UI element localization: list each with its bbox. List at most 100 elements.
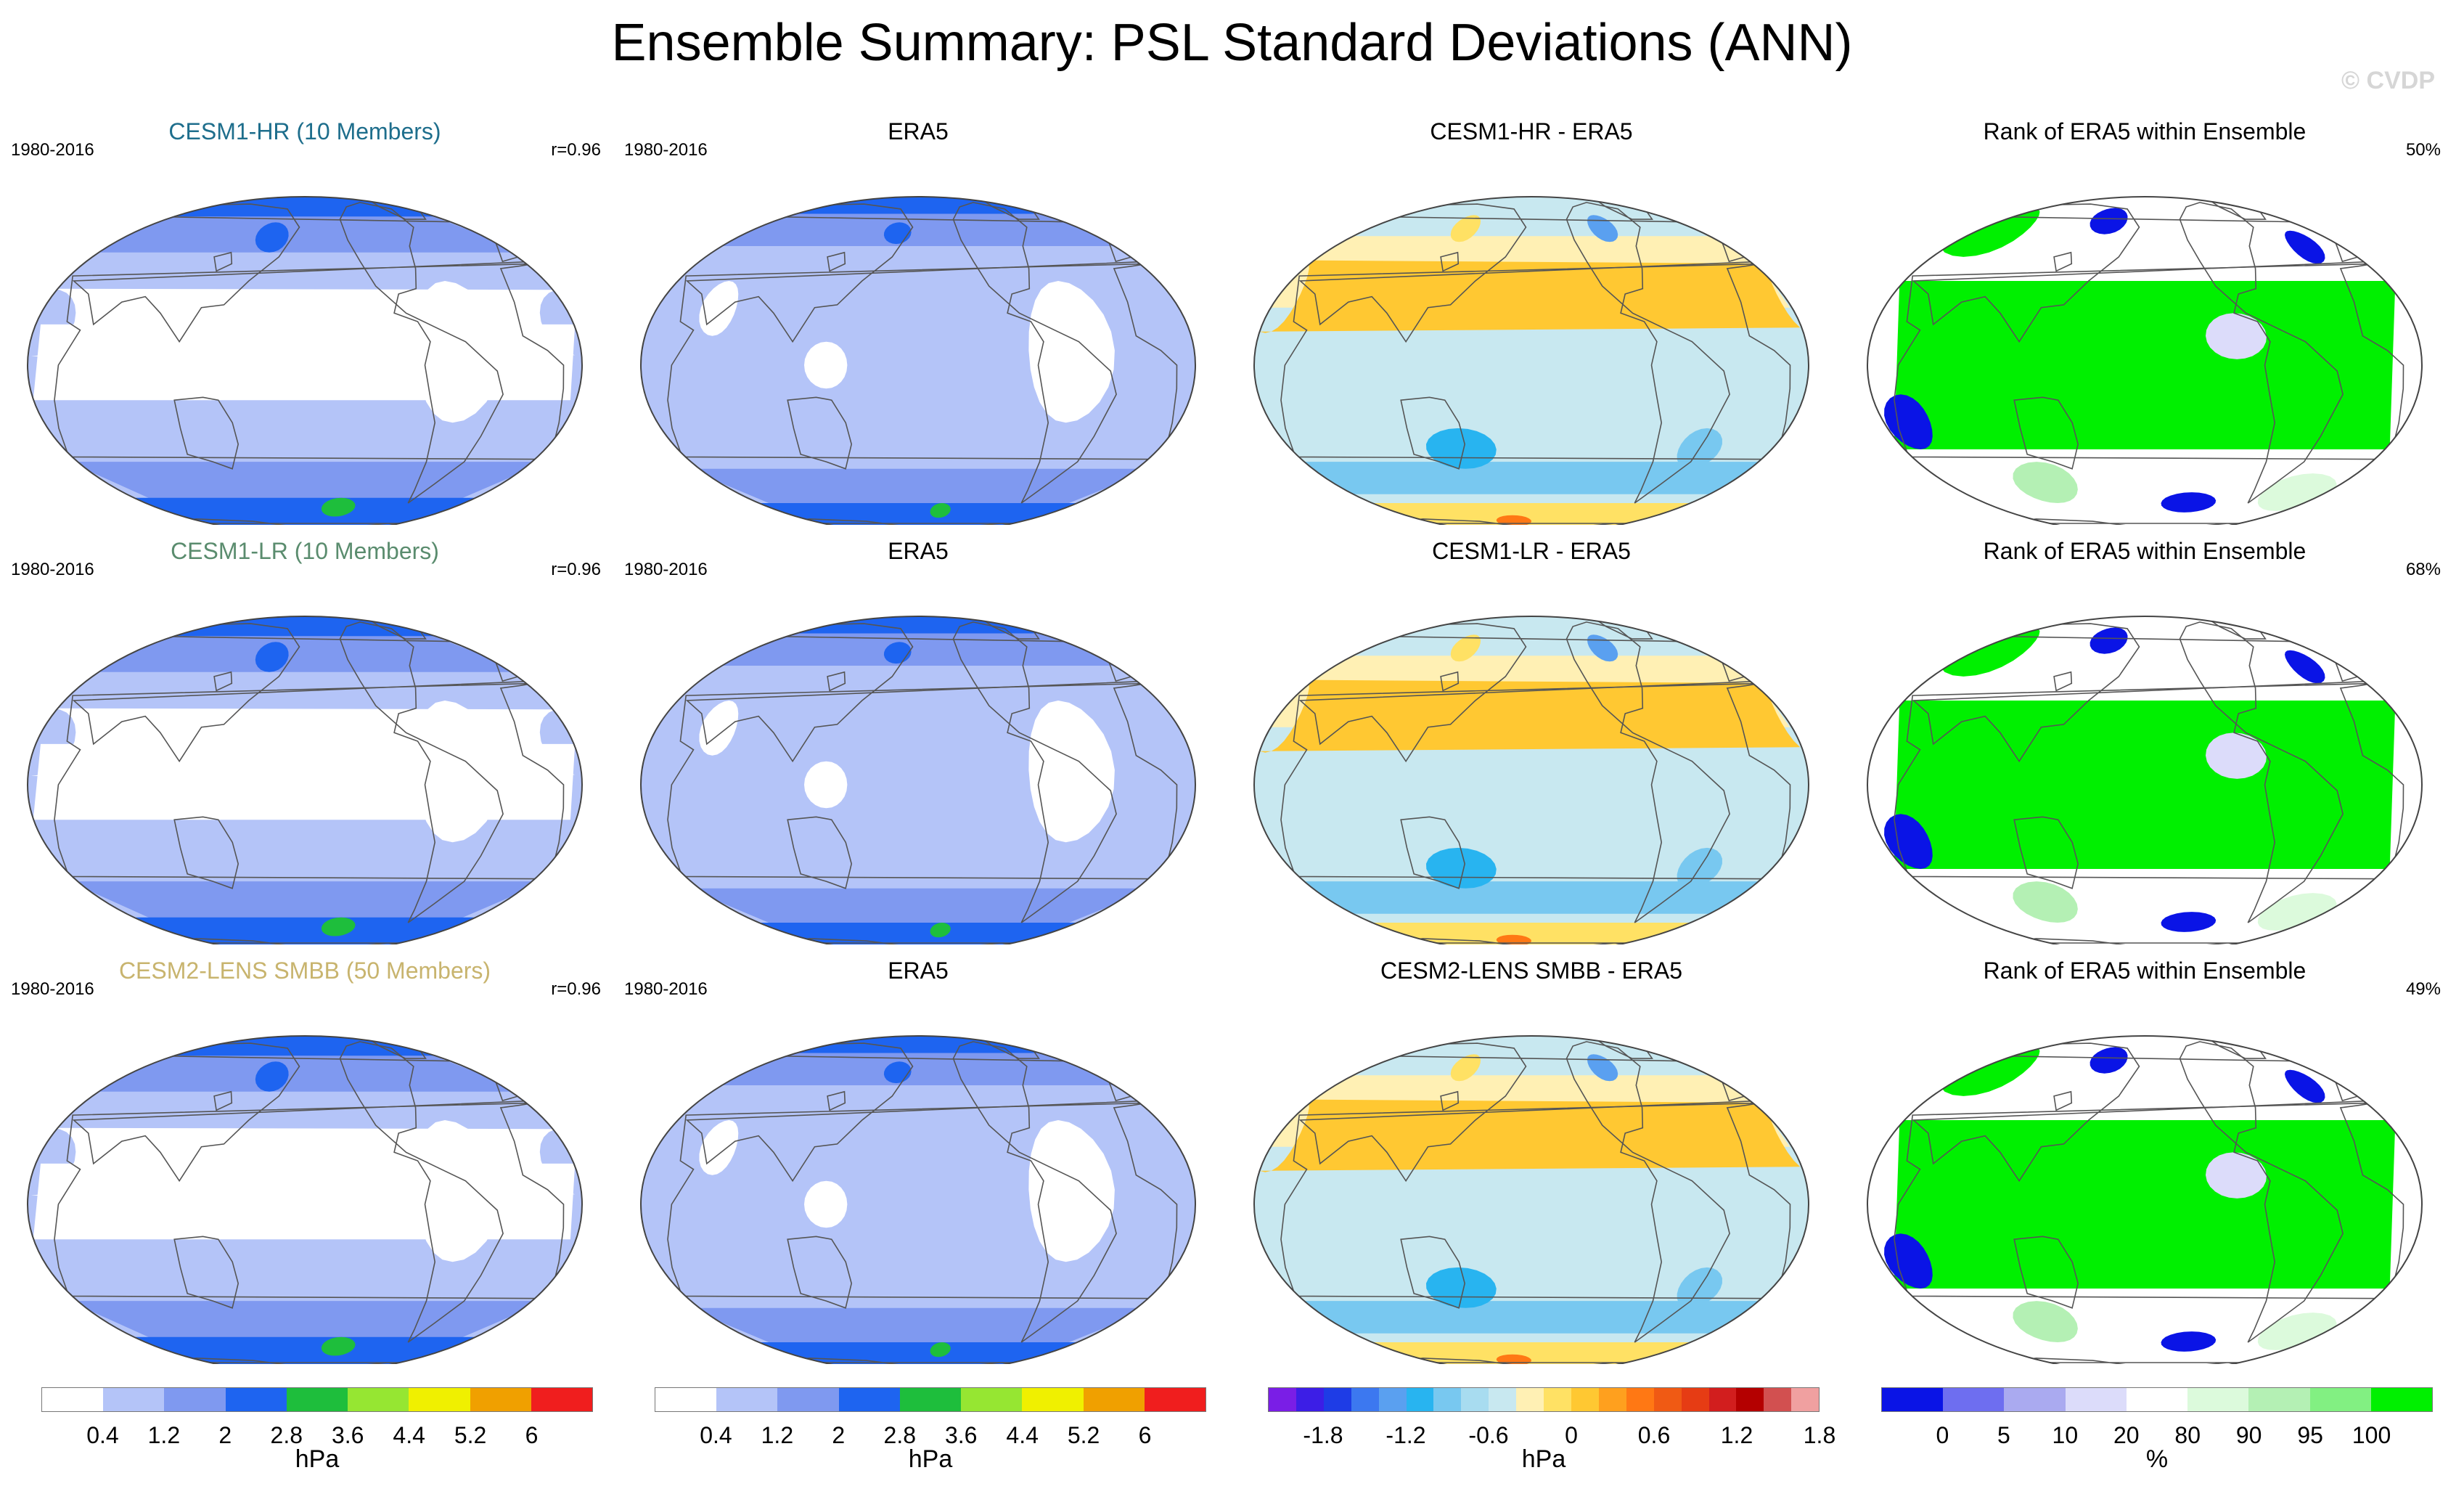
panel-title: CESM1-HR - ERA5 [1430, 118, 1633, 144]
panel-years: 1980-2016 [624, 140, 708, 160]
map-outline [1867, 196, 2423, 525]
panel-r3-diff: CESM2-LENS SMBB - ERA5 [1227, 958, 1836, 1364]
field-contours [1867, 1036, 2422, 1364]
panel-title: ERA5 [888, 538, 949, 564]
colorbar-tick-label: 0.4 [86, 1422, 119, 1448]
colorbar-tick-label: 1.2 [1720, 1422, 1753, 1448]
colorbar-tick-label: 2 [218, 1422, 232, 1448]
colorbar-unit: % [2145, 1445, 2169, 1473]
panel-title: CESM2-LENS SMBB (50 Members) [118, 958, 491, 984]
field-contours [1254, 616, 1809, 944]
colorbar-tick-label: 2.8 [883, 1422, 917, 1448]
map-outline [1253, 196, 1809, 525]
panel-r2-rank: Rank of ERA5 within Ensemble 68% [1840, 538, 2449, 944]
figure-title: Ensemble Summary: PSL Standard Deviation… [611, 14, 1853, 72]
cvdp-watermark: © CVDP [2341, 67, 2435, 94]
panel-years: 1980-2016 [11, 140, 94, 160]
panel-title: ERA5 [888, 958, 949, 984]
panel-r2-diff: CESM1-LR - ERA5 [1227, 538, 1836, 944]
map-r2-model [27, 616, 583, 944]
colorbar-tick-label: 20 [2113, 1422, 2140, 1448]
panel-r1-model: CESM1-HR (10 Members) 1980-2016 r=0.96 [0, 118, 610, 525]
map-r1-obs [640, 196, 1196, 525]
panel-years: 1980-2016 [624, 979, 708, 999]
colorbar-tick-label: 5.2 [1067, 1422, 1100, 1448]
colorbar-tick-label: 4.4 [393, 1422, 425, 1448]
colorbar-tick-label: 6 [525, 1422, 539, 1448]
colorbar-tick-label: 3.6 [944, 1422, 978, 1448]
panel-r1-obs: ERA5 1980-2016 [613, 118, 1223, 525]
pattern-correlation: r=0.96 [551, 560, 601, 579]
colorbar-tick-label: 80 [2174, 1422, 2201, 1448]
map-r3-rank [1867, 1035, 2423, 1364]
colorbar-strip [41, 1387, 593, 1412]
pattern-correlation: r=0.96 [551, 140, 601, 160]
colorbar-tick-label: 100 [2352, 1422, 2391, 1448]
colorbar-tick-label: 10 [2052, 1422, 2079, 1448]
panel-years: 1980-2016 [11, 560, 94, 579]
map-r3-obs [640, 1035, 1196, 1364]
colorbar-tick-label: 1.8 [1803, 1422, 1836, 1448]
map-outline [640, 616, 1196, 944]
panel-title: CESM1-HR (10 Members) [168, 118, 441, 144]
colorbar-tick-label: 1.2 [147, 1422, 181, 1448]
colorbar-tick-label: 0.4 [700, 1422, 732, 1448]
field-contours [641, 1036, 1195, 1364]
coastlines [1894, 1037, 2404, 1364]
panel-r1-diff: CESM1-HR - ERA5 [1227, 118, 1836, 525]
panel-r2-obs: ERA5 1980-2016 [613, 538, 1223, 944]
colorbar-tick-label: 90 [2235, 1422, 2262, 1448]
colorbar-tick-label: 1.2 [761, 1422, 794, 1448]
colorbar-tick-label: 0 [1565, 1422, 1578, 1448]
panel-r3-rank: Rank of ERA5 within Ensemble 49% [1840, 958, 2449, 1364]
field-contours [1867, 616, 2422, 944]
map-r1-diff [1253, 196, 1809, 525]
colorbar-diff: -1.8 -1.2 -0.6 0 0.6 1.2 1.8 hPa [1268, 1387, 1835, 1473]
map-outline [1867, 1035, 2423, 1364]
colorbar-tick-label: 4.4 [1006, 1422, 1039, 1448]
rank-percentage: 49% [2405, 979, 2441, 999]
map-outline [27, 1035, 583, 1364]
panel-r1-rank: Rank of ERA5 within Ensemble 50% [1840, 118, 2449, 525]
map-r1-rank [1867, 196, 2423, 525]
colorbar-strip [1881, 1387, 2433, 1412]
colorbar-tick-label: -0.6 [1468, 1422, 1509, 1448]
panel-title: CESM1-LR (10 Members) [171, 538, 439, 564]
panel-years: 1980-2016 [624, 560, 708, 579]
colorbar-std-model: 0.4 1.2 2 2.8 3.6 4.4 5.2 6 hPa [41, 1387, 593, 1473]
panel-title: Rank of ERA5 within Ensemble [1983, 118, 2307, 144]
pattern-correlation: r=0.96 [551, 979, 601, 999]
field-contours [641, 197, 1195, 525]
panel-title: CESM2-LENS SMBB - ERA5 [1380, 958, 1683, 984]
map-r2-obs [640, 616, 1196, 944]
map-r1-model [27, 196, 583, 525]
panel-r3-model: CESM2-LENS SMBB (50 Members) 1980-2016 r… [0, 958, 610, 1364]
rank-percentage: 50% [2405, 140, 2441, 160]
panel-r3-obs: ERA5 1980-2016 [613, 958, 1223, 1364]
panel-title: CESM1-LR - ERA5 [1432, 538, 1631, 564]
map-outline [1253, 1035, 1809, 1364]
field-contours [28, 1036, 582, 1364]
colorbar-tick-label: -1.8 [1303, 1422, 1343, 1448]
colorbar-std-obs: 0.4 1.2 2 2.8 3.6 4.4 5.2 6 hPa [655, 1387, 1206, 1473]
colorbar-tick-label: -1.2 [1386, 1422, 1426, 1448]
colorbar-tick-label: 0 [1936, 1422, 1949, 1448]
colorbar-tick-label: 2 [832, 1422, 846, 1448]
colorbar-tick-label: 3.6 [331, 1422, 364, 1448]
panel-title: Rank of ERA5 within Ensemble [1983, 538, 2307, 564]
map-r3-diff [1253, 1035, 1809, 1364]
field-contours [1254, 1036, 1809, 1364]
field-contours [28, 616, 582, 944]
panel-title: Rank of ERA5 within Ensemble [1983, 958, 2307, 984]
map-outline [640, 1035, 1196, 1364]
colorbar-unit: hPa [295, 1445, 340, 1473]
colorbar-tick-label: 2.8 [270, 1422, 303, 1448]
panel-years: 1980-2016 [11, 979, 94, 999]
coastlines [667, 618, 1178, 944]
map-outline [1867, 616, 2423, 944]
map-outline [27, 196, 583, 525]
colorbar-tick-label: 6 [1138, 1422, 1152, 1448]
colorbar-unit: hPa [908, 1445, 953, 1473]
map-r2-rank [1867, 616, 2423, 944]
field-contours [1867, 197, 2422, 525]
